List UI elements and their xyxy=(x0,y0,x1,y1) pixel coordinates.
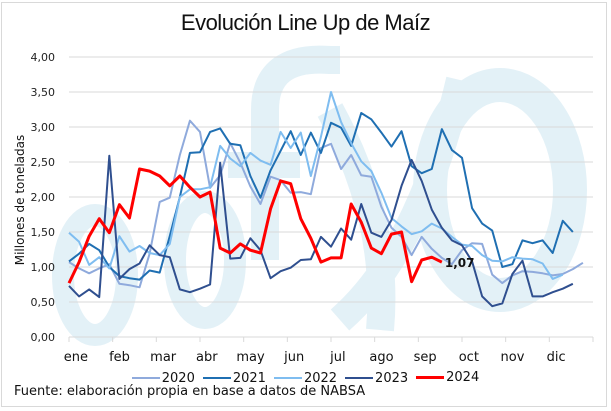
annotations: 1,07 xyxy=(445,256,475,270)
x-tick-label: dic xyxy=(547,350,566,365)
watermark-shape xyxy=(52,204,138,346)
watermark-shape xyxy=(413,68,587,312)
x-tick-label: abr xyxy=(196,350,218,365)
legend-item-2024: 2024 xyxy=(416,370,479,385)
x-tick-label: ene xyxy=(64,350,88,365)
y-axis-ticks: 0,00 0,50 1,00 1,50 2,00 2,50 3,00 3,50 4,00 xyxy=(31,51,56,344)
y-tick-label: 4,00 xyxy=(31,51,56,64)
y-tick-label: 2,00 xyxy=(31,191,56,204)
y-tick-label: 1,00 xyxy=(31,261,56,274)
legend-label: 2022 xyxy=(303,370,338,386)
y-tick-label: 2,50 xyxy=(31,156,56,169)
legend: 2020 2021 2022 2023 2024 xyxy=(0,368,611,386)
x-tick-label: mar xyxy=(150,350,177,365)
legend-label: 2020 xyxy=(161,370,195,386)
x-tick-label: nov xyxy=(501,350,525,365)
chart-title: Evolución Line Up de Maíz xyxy=(180,10,431,35)
y-tick-label: 3,50 xyxy=(31,86,56,99)
y-tick-label: 3,00 xyxy=(31,121,56,134)
y-tick-label: 0,50 xyxy=(31,296,56,309)
series-line-2022 xyxy=(68,91,564,280)
legend-item-2021: 2021 xyxy=(202,370,266,386)
series-line-2023 xyxy=(68,154,574,308)
x-axis-ticks: ene feb mar abr may jun jul ago sep oct nov dic xyxy=(64,337,594,365)
x-tick-label: oct xyxy=(459,350,479,365)
watermark-shape xyxy=(164,191,246,329)
legend-item-2020: 2020 xyxy=(131,370,195,386)
series-lines xyxy=(67,91,584,308)
legend-swatch xyxy=(131,377,160,379)
y-tick-label: 0,00 xyxy=(31,331,56,344)
y-tick-label: 1,50 xyxy=(31,226,56,239)
last-value-label: 1,07 xyxy=(445,256,475,270)
y-axis-label: Millones de toneladas xyxy=(13,135,27,266)
legend-swatch xyxy=(202,377,231,379)
legend-swatch xyxy=(345,377,374,379)
x-tick-label: sep xyxy=(414,350,437,365)
watermark-shape xyxy=(251,45,340,260)
legend-item-2023: 2023 xyxy=(345,371,408,386)
legend-item-2022: 2022 xyxy=(273,370,338,386)
x-tick-label: feb xyxy=(109,350,130,365)
legend-label: 2021 xyxy=(232,370,266,386)
legend-swatch xyxy=(273,377,302,379)
legend-swatch xyxy=(416,376,445,379)
legend-label: 2023 xyxy=(375,370,409,386)
x-tick-label: jul xyxy=(329,350,345,365)
chart-frame xyxy=(1,2,607,407)
x-tick-label: jun xyxy=(283,350,304,365)
series-line-2020 xyxy=(68,119,584,289)
x-tick-label: may xyxy=(236,350,265,365)
source-note: Fuente: elaboración propia en base a dat… xyxy=(14,384,366,399)
series-line-2024 xyxy=(67,167,443,284)
x-tick-label: ago xyxy=(369,350,393,365)
legend-label: 2024 xyxy=(446,370,480,385)
series-line-2021 xyxy=(68,112,574,281)
